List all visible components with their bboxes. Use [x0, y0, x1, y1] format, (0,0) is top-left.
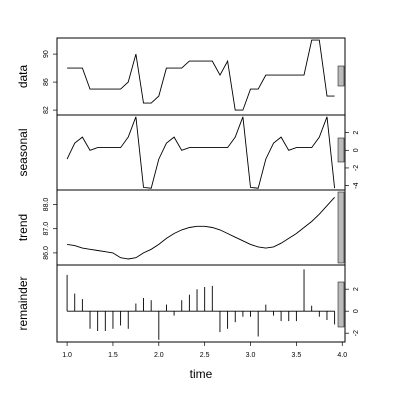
range-bar — [337, 137, 345, 163]
x-tick-label: 3.0 — [246, 352, 256, 359]
panel-frame — [56, 189, 346, 266]
panel-frame — [56, 114, 346, 191]
panel-frame — [56, 37, 346, 116]
y-tick-label: 86.0 — [43, 246, 50, 260]
y-tick-label: 87.0 — [43, 222, 50, 236]
y-axis-label: data — [16, 64, 30, 88]
y-tick-label: 2 — [353, 131, 360, 135]
y-axis-label: trend — [16, 214, 30, 241]
x-tick-label: 2.5 — [200, 352, 210, 359]
line — [67, 39, 335, 111]
y-axis-label: seasonal — [16, 128, 30, 176]
y-tick-label: -2 — [353, 165, 360, 171]
x-tick-label: 4.0 — [337, 352, 347, 359]
range-bar — [337, 281, 345, 328]
x-tick-label: 3.5 — [292, 352, 302, 359]
y-tick-label: 2 — [353, 287, 360, 291]
x-tick-label: 1.0 — [62, 352, 72, 359]
y-tick-label: -4 — [353, 182, 360, 188]
y-tick-label: 86 — [43, 78, 50, 86]
range-bar — [337, 191, 345, 264]
y-tick-label: 0 — [353, 148, 360, 152]
line — [66, 116, 336, 189]
y-tick-label: 82 — [43, 106, 50, 114]
y-tick-label: 90 — [43, 50, 50, 58]
x-tick-label: 2.0 — [154, 352, 164, 359]
y-tick-label: 0 — [353, 309, 360, 313]
x-axis-label: time — [190, 367, 213, 381]
y-axis-label: remainder — [16, 276, 30, 330]
y-tick-label: -2 — [353, 330, 360, 336]
x-tick-label: 1.5 — [108, 352, 118, 359]
panel-frame — [56, 264, 346, 343]
y-tick-label: 88.0 — [43, 198, 50, 212]
line — [67, 196, 335, 260]
range-bar — [337, 65, 345, 87]
